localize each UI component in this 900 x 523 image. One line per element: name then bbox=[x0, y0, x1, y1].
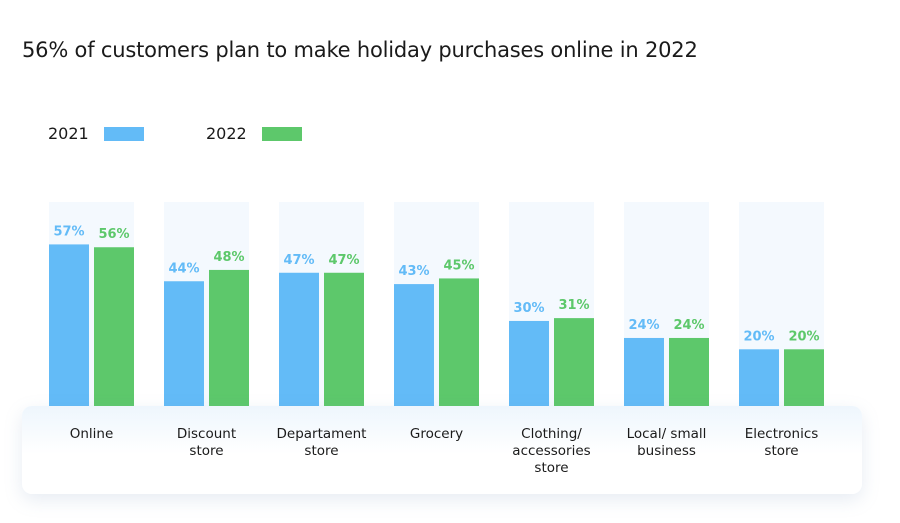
bar-2022 bbox=[94, 247, 134, 406]
bar-2022 bbox=[324, 272, 364, 406]
category-label: Clothing/ accessories store bbox=[512, 426, 591, 476]
category-label: Electronics store bbox=[744, 426, 819, 459]
bar-2022 bbox=[669, 337, 709, 406]
category-label: Local/ small business bbox=[626, 426, 707, 459]
data-label-2022: 45% bbox=[443, 258, 474, 273]
data-label-2021: 24% bbox=[628, 318, 659, 333]
data-label-2021: 30% bbox=[513, 301, 544, 316]
category-label: Grocery bbox=[409, 426, 464, 442]
data-label-2022: 31% bbox=[558, 298, 589, 313]
bar-2021 bbox=[164, 281, 204, 406]
legend-item-2021: 2021 bbox=[48, 124, 144, 143]
chart-title: 56% of customers plan to make holiday pu… bbox=[22, 38, 698, 62]
bar-2022 bbox=[209, 269, 249, 406]
data-label-2021: 57% bbox=[53, 224, 84, 239]
bar-2021 bbox=[279, 272, 319, 406]
data-label-2022: 56% bbox=[98, 227, 129, 242]
category-label: Departament store bbox=[276, 426, 367, 459]
legend-label-2022: 2022 bbox=[206, 124, 247, 143]
category-label: Discount store bbox=[176, 426, 237, 459]
bar-2021 bbox=[394, 284, 434, 406]
data-label-2021: 44% bbox=[168, 261, 199, 276]
legend-swatch-2022 bbox=[262, 126, 302, 141]
data-label-2022: 48% bbox=[213, 250, 244, 265]
bar-2021 bbox=[624, 337, 664, 406]
data-label-2021: 47% bbox=[283, 253, 314, 268]
bar-2022 bbox=[784, 349, 824, 406]
bar-2021 bbox=[739, 349, 779, 406]
category-label: Online bbox=[69, 426, 114, 442]
bar-2022 bbox=[439, 278, 479, 406]
data-label-2022: 24% bbox=[673, 318, 704, 333]
legend-swatch-2021 bbox=[104, 126, 144, 141]
legend-label-2021: 2021 bbox=[48, 124, 89, 143]
category-axis-panel bbox=[22, 406, 862, 494]
bar-2022 bbox=[554, 318, 594, 406]
legend-item-2022: 2022 bbox=[206, 124, 302, 143]
data-label-2022: 20% bbox=[788, 329, 819, 344]
data-label-2021: 43% bbox=[398, 264, 429, 279]
bar-2021 bbox=[49, 244, 89, 406]
data-label-2022: 47% bbox=[328, 253, 359, 268]
data-label-2021: 20% bbox=[743, 329, 774, 344]
bar-2021 bbox=[509, 320, 549, 406]
